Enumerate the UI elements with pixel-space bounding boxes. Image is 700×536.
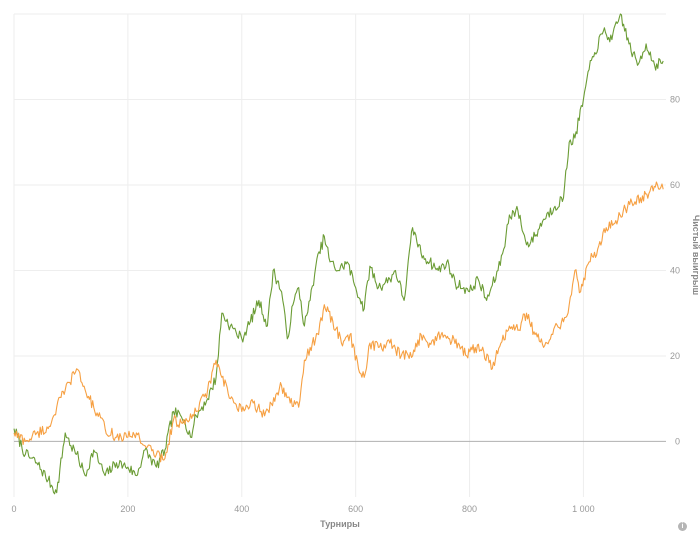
- info-icon[interactable]: i: [678, 522, 687, 531]
- x-axis-title: Турниры: [320, 519, 360, 529]
- series-line: [13, 181, 664, 463]
- series-layer: [13, 13, 664, 495]
- x-tick-label: 600: [348, 504, 363, 514]
- series-line: [13, 13, 664, 495]
- x-tick-label: 200: [120, 504, 135, 514]
- y-tick-label: 80: [670, 94, 680, 104]
- x-tick-label: 400: [234, 504, 249, 514]
- grid: [13, 13, 666, 497]
- y-tick-label: 40: [670, 265, 680, 275]
- x-tick-label: 800: [462, 504, 477, 514]
- y-axis-title: Чистый выигрыш: [691, 215, 700, 295]
- x-tick-label: 1 000: [572, 504, 595, 514]
- y-tick-label: 20: [670, 351, 680, 361]
- x-tick-label: 0: [11, 504, 16, 514]
- y-tick-label: 60: [670, 180, 680, 190]
- tick-labels: 0 200 400 600 800 1 000 0 20 40 60 80: [11, 94, 680, 514]
- y-tick-label: 0: [675, 436, 680, 446]
